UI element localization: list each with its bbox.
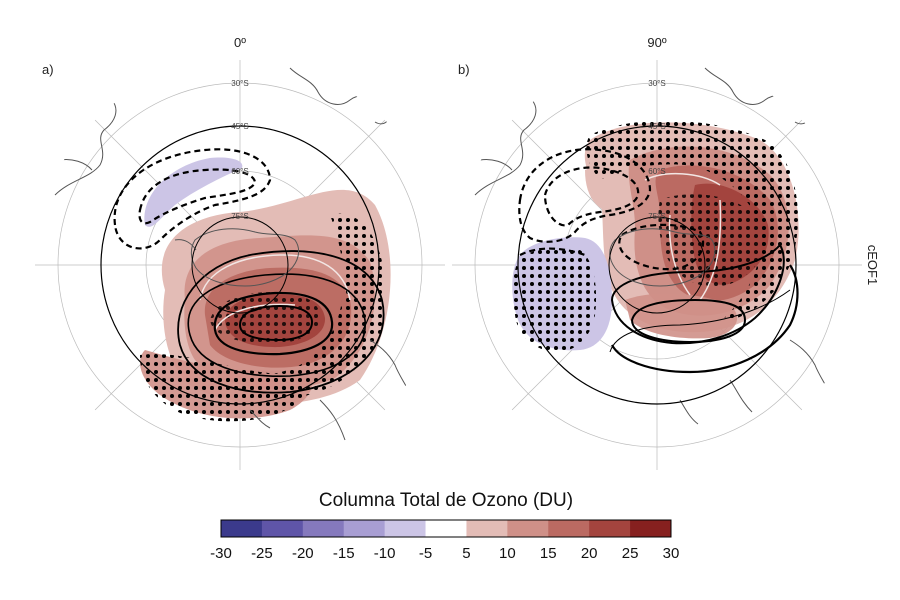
- colorbar-swatch: [548, 520, 590, 537]
- colorbar-swatch: [343, 520, 386, 537]
- colorbar-swatch: [589, 520, 631, 537]
- colorbar-tick-label: -5: [419, 545, 432, 562]
- colorbar-frame: [220, 519, 672, 538]
- colorbar-swatch: [261, 520, 304, 537]
- colorbar-ticks: -30 -25 -20 -15 -10 -5 5 10 15 20 25 30: [210, 545, 679, 562]
- panel-a-45s-circle: [100, 125, 380, 405]
- colorbar-tick-label: 20: [581, 545, 598, 562]
- panel-a-thin-contours: [199, 254, 351, 331]
- panel-a-lat-45: 45°S: [231, 122, 248, 131]
- panel-b-solid-contours: [609, 243, 799, 374]
- side-label: cEOF1: [865, 245, 880, 285]
- colorbar-swatch: [384, 520, 427, 537]
- panel-b-thin-contours: [644, 172, 722, 301]
- panel-b-lat-45: 45°S: [648, 122, 665, 131]
- panel-b: 90º b): [452, 35, 862, 470]
- panel-a-stippling: [140, 213, 386, 422]
- colorbar-swatch: [630, 520, 672, 537]
- colorbar-swatches: [221, 520, 672, 537]
- panel-a-title: 0º: [234, 35, 246, 50]
- colorbar-tick-label: -10: [374, 545, 396, 562]
- colorbar-swatch: [507, 520, 549, 537]
- colorbar-title: Columna Total de Ozono (DU): [319, 490, 573, 511]
- colorbar-swatch: [221, 520, 263, 537]
- panel-a-negative-shading: [144, 157, 243, 227]
- panel-a-lat-75: 75°S: [231, 212, 248, 221]
- panel-a-dashed-contours: [113, 148, 272, 250]
- colorbar-tick-label: -30: [210, 545, 232, 562]
- colorbar-tick-label: 15: [540, 545, 557, 562]
- colorbar-tick-label: 25: [622, 545, 639, 562]
- panel-b-75s-circle: [608, 216, 706, 314]
- colorbar: Columna Total de Ozono (DU) -30 -25 -20 -15…: [210, 490, 679, 562]
- colorbar-swatch: [425, 520, 467, 537]
- panel-a-75s-circle: [191, 216, 289, 314]
- colorbar-tick-label: -20: [292, 545, 314, 562]
- colorbar-swatch: [302, 520, 345, 537]
- colorbar-tick-label: 5: [462, 545, 470, 562]
- panel-b-map: [452, 60, 862, 470]
- panel-b-lat-60: 60°S: [648, 167, 665, 176]
- colorbar-tick-label: -15: [333, 545, 355, 562]
- colorbar-tick-label: 30: [663, 545, 680, 562]
- colorbar-tick-label: 10: [499, 545, 516, 562]
- colorbar-tick-label: -25: [251, 545, 273, 562]
- panel-a: 0º a): [35, 35, 445, 470]
- panel-a-map: [35, 60, 445, 470]
- panel-b-lat-30: 30°S: [648, 79, 665, 88]
- panel-b-title: 90º: [647, 35, 666, 50]
- colorbar-swatch: [466, 520, 508, 537]
- panel-b-dashed-contours: [518, 148, 705, 271]
- panel-a-lat-30: 30°S: [231, 79, 248, 88]
- panel-b-45s-circle: [517, 125, 797, 405]
- panel-a-tag: a): [42, 62, 54, 77]
- panel-b-stippling: [513, 120, 798, 352]
- panel-b-lat-75: 75°S: [648, 212, 665, 221]
- panel-a-lat-60: 60°S: [231, 167, 248, 176]
- panel-b-tag: b): [458, 62, 470, 77]
